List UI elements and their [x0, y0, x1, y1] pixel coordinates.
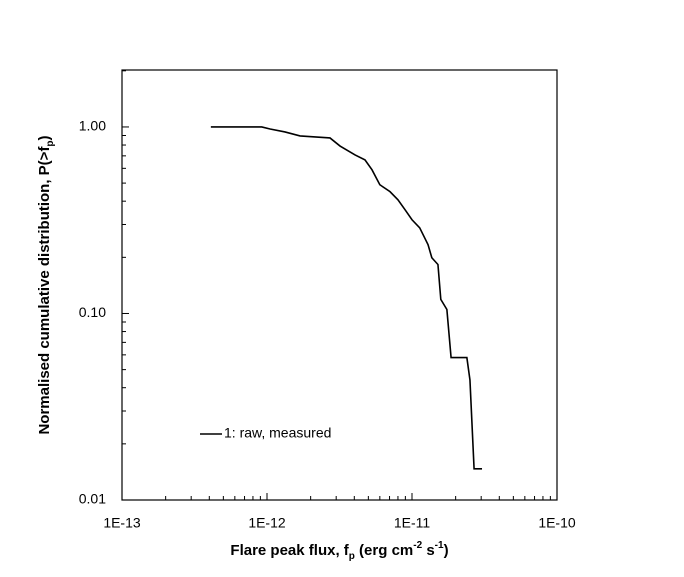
x-axis-title-part: -2: [413, 540, 422, 551]
x-axis-title-part: p: [349, 551, 355, 562]
x-tick-label: 1E-11: [394, 515, 431, 531]
x-axis-title-part: Flare peak flux, f: [230, 542, 349, 559]
plot-frame: [121, 69, 558, 501]
x-tick-label: 1E-13: [103, 515, 141, 531]
x-axis-title-part: s: [422, 542, 435, 559]
legend-label: 1: raw, measured: [224, 425, 331, 441]
y-axis-title: Normalised cumulative distribution, P(>f…: [36, 135, 56, 434]
line: [210, 126, 483, 470]
y-tick-label: 1.00: [79, 118, 106, 134]
x-tick-label: 1E-10: [538, 515, 576, 531]
y-axis-title-part: Normalised cumulative distribution, P(>f: [36, 146, 53, 435]
x-tick-label: 1E-12: [248, 515, 286, 531]
x-axis-title-part: ): [444, 542, 449, 559]
y-axis-title-part: ): [36, 135, 53, 140]
y-axis-title-part: p: [45, 140, 56, 146]
x-axis-title-part: (erg cm: [355, 542, 413, 559]
x-axis-title-part: -1: [435, 540, 444, 551]
x-axis-title: Flare peak flux, fp (erg cm-2 s-1): [230, 540, 448, 562]
y-tick-label: 0.10: [79, 304, 106, 320]
y-tick-label: 0.01: [79, 491, 106, 507]
